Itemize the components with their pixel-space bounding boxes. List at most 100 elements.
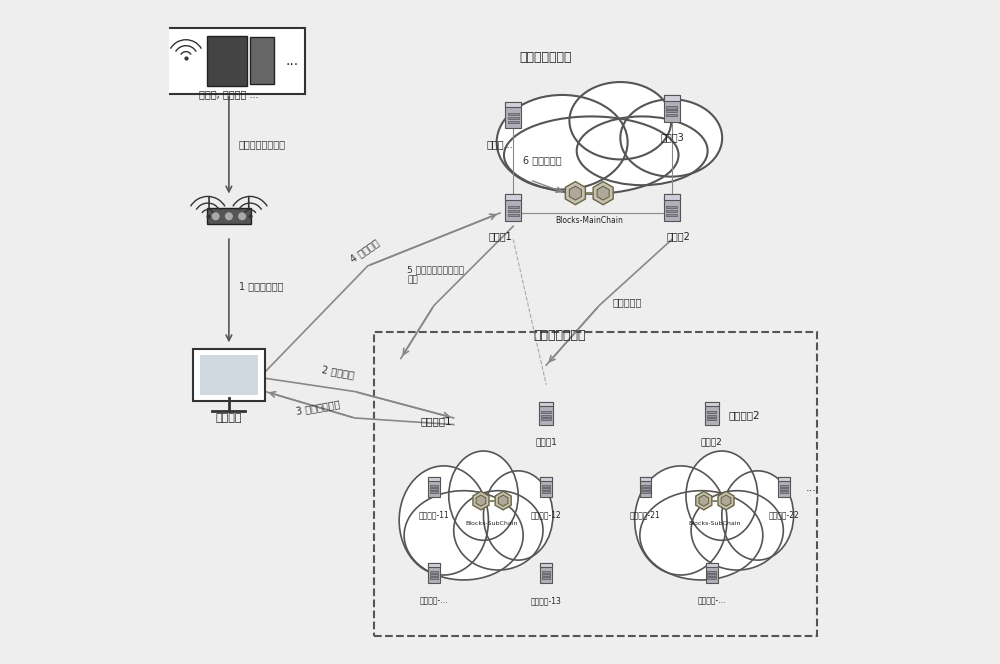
- Text: 背书节点-21: 背书节点-21: [630, 510, 661, 519]
- Polygon shape: [699, 495, 709, 506]
- Ellipse shape: [691, 491, 783, 570]
- Ellipse shape: [399, 466, 488, 575]
- Ellipse shape: [449, 451, 518, 540]
- FancyBboxPatch shape: [508, 117, 519, 119]
- FancyBboxPatch shape: [778, 477, 790, 497]
- FancyBboxPatch shape: [153, 28, 305, 94]
- Text: 传感器, 手持终端 ...: 传感器, 手持终端 ...: [199, 89, 259, 99]
- FancyBboxPatch shape: [505, 195, 521, 221]
- Polygon shape: [597, 186, 609, 200]
- Text: 背书节点-12: 背书节点-12: [531, 510, 562, 519]
- FancyBboxPatch shape: [540, 563, 552, 582]
- Ellipse shape: [569, 82, 671, 159]
- FancyBboxPatch shape: [540, 563, 552, 567]
- Text: 监管者...: 监管者...: [487, 139, 513, 149]
- FancyBboxPatch shape: [540, 477, 552, 481]
- Text: 下层区块链网络: 下层区块链网络: [533, 329, 586, 341]
- Text: ...: ...: [805, 483, 816, 493]
- FancyBboxPatch shape: [430, 491, 438, 493]
- FancyBboxPatch shape: [428, 477, 440, 497]
- Ellipse shape: [722, 471, 794, 560]
- FancyBboxPatch shape: [542, 574, 550, 576]
- FancyBboxPatch shape: [207, 208, 251, 224]
- Text: 区域网络1: 区域网络1: [421, 416, 452, 426]
- Ellipse shape: [620, 99, 722, 177]
- FancyBboxPatch shape: [541, 412, 551, 413]
- FancyBboxPatch shape: [707, 418, 716, 420]
- FancyBboxPatch shape: [640, 477, 651, 481]
- FancyBboxPatch shape: [430, 485, 438, 487]
- FancyBboxPatch shape: [428, 477, 440, 481]
- FancyBboxPatch shape: [706, 563, 718, 567]
- FancyBboxPatch shape: [707, 574, 716, 576]
- Text: 监管者1: 监管者1: [535, 438, 557, 446]
- FancyBboxPatch shape: [664, 95, 680, 122]
- Ellipse shape: [497, 95, 628, 189]
- FancyBboxPatch shape: [200, 355, 258, 395]
- FancyBboxPatch shape: [542, 485, 550, 487]
- FancyBboxPatch shape: [707, 415, 716, 417]
- FancyBboxPatch shape: [664, 195, 680, 200]
- Text: 上层区块链网络: 上层区块链网络: [520, 51, 572, 64]
- Text: 1 自动收报数据: 1 自动收报数据: [239, 281, 283, 291]
- Polygon shape: [565, 181, 585, 205]
- Text: 监管者3: 监管者3: [660, 132, 684, 142]
- FancyBboxPatch shape: [542, 577, 550, 578]
- Ellipse shape: [404, 491, 523, 580]
- FancyBboxPatch shape: [539, 402, 553, 406]
- FancyBboxPatch shape: [707, 577, 716, 578]
- Text: 监管者1: 监管者1: [488, 232, 512, 242]
- FancyBboxPatch shape: [430, 488, 438, 490]
- FancyBboxPatch shape: [666, 114, 677, 116]
- Circle shape: [212, 213, 219, 220]
- FancyBboxPatch shape: [666, 214, 677, 216]
- FancyBboxPatch shape: [706, 563, 718, 582]
- Circle shape: [239, 213, 245, 220]
- Text: 3 输出背书结果: 3 输出背书结果: [295, 398, 341, 416]
- Text: 2 输入请求: 2 输入请求: [321, 365, 356, 380]
- FancyBboxPatch shape: [505, 102, 521, 128]
- Text: 验证与监管: 验证与监管: [612, 297, 642, 307]
- Polygon shape: [476, 495, 486, 506]
- Text: 背书节点-11: 背书节点-11: [419, 510, 449, 519]
- Text: ...: ...: [285, 54, 298, 68]
- Ellipse shape: [483, 471, 553, 560]
- Ellipse shape: [686, 451, 758, 540]
- Text: 监管者2: 监管者2: [667, 232, 690, 242]
- FancyBboxPatch shape: [430, 571, 438, 572]
- Text: 6 广播数据块: 6 广播数据块: [523, 155, 562, 165]
- FancyBboxPatch shape: [666, 110, 677, 112]
- Ellipse shape: [504, 116, 679, 194]
- Text: 4 数据提交: 4 数据提交: [348, 238, 380, 264]
- Polygon shape: [696, 491, 712, 510]
- FancyBboxPatch shape: [539, 402, 553, 425]
- Text: 背书节点-...: 背书节点-...: [420, 596, 448, 605]
- FancyBboxPatch shape: [250, 37, 274, 84]
- FancyBboxPatch shape: [707, 571, 716, 572]
- FancyBboxPatch shape: [640, 477, 651, 497]
- Polygon shape: [495, 491, 511, 510]
- FancyBboxPatch shape: [508, 210, 519, 212]
- FancyBboxPatch shape: [207, 36, 247, 86]
- FancyBboxPatch shape: [541, 418, 551, 420]
- Polygon shape: [473, 491, 489, 510]
- Polygon shape: [593, 181, 613, 205]
- FancyBboxPatch shape: [542, 488, 550, 490]
- FancyBboxPatch shape: [508, 206, 519, 208]
- Text: Blocks-SubChain: Blocks-SubChain: [466, 521, 518, 526]
- FancyBboxPatch shape: [193, 349, 265, 402]
- FancyBboxPatch shape: [508, 214, 519, 216]
- FancyBboxPatch shape: [778, 477, 790, 481]
- Text: 背书节点-22: 背书节点-22: [769, 510, 800, 519]
- FancyBboxPatch shape: [505, 102, 521, 107]
- FancyBboxPatch shape: [542, 491, 550, 493]
- Text: 监管者2: 监管者2: [701, 438, 722, 446]
- Ellipse shape: [577, 116, 708, 185]
- FancyBboxPatch shape: [430, 577, 438, 578]
- FancyBboxPatch shape: [780, 485, 788, 487]
- Ellipse shape: [640, 491, 763, 580]
- FancyBboxPatch shape: [666, 210, 677, 212]
- FancyBboxPatch shape: [664, 195, 680, 221]
- Text: Blocks-MainChain: Blocks-MainChain: [555, 216, 623, 225]
- Ellipse shape: [635, 466, 727, 575]
